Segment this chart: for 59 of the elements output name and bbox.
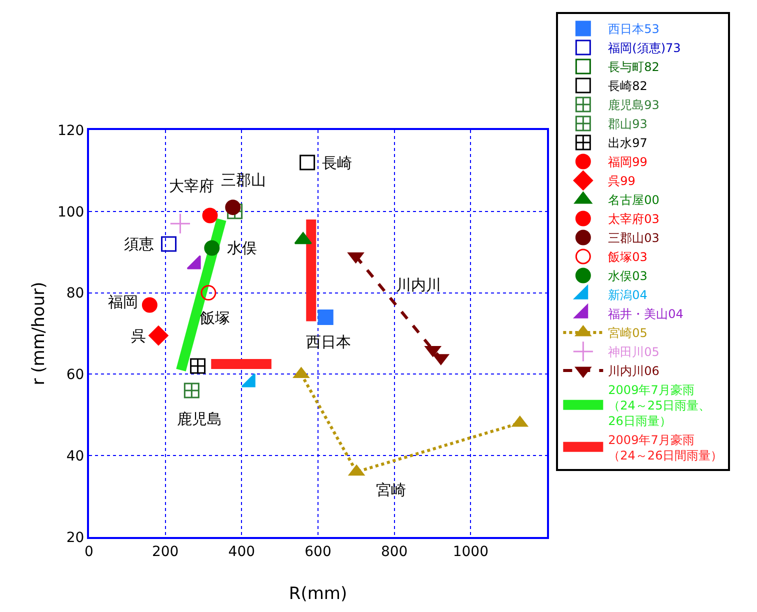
- legend-label: 福岡(須恵)73: [608, 41, 681, 56]
- annotation: 水俣: [227, 239, 257, 257]
- annotation: 福岡: [108, 293, 138, 311]
- legend-label: 郡山93: [608, 117, 648, 132]
- legend-label: 飯塚03: [608, 250, 648, 264]
- point: [318, 309, 334, 325]
- x-tick-label: 0: [84, 544, 94, 560]
- legend-label: 神田川05: [608, 345, 660, 360]
- legend-label: 呉99: [608, 174, 636, 188]
- annotation: 川内川: [396, 276, 441, 294]
- point: [300, 154, 316, 170]
- point: [204, 240, 220, 256]
- legend-label: 福岡99: [608, 155, 648, 170]
- annotation: 長崎: [322, 154, 352, 172]
- y-tick-label: 60: [66, 367, 84, 384]
- legend-label: 2009年7月豪雨（24～26日間雨量）: [608, 432, 723, 462]
- point: [184, 382, 200, 398]
- annotation: 西日本: [306, 333, 351, 351]
- legend-label: 長崎82: [608, 79, 648, 94]
- legend-label: 太宰府03: [608, 212, 660, 226]
- x-tick-label: 400: [228, 544, 256, 560]
- point: [148, 326, 168, 346]
- x-axis-title: R(mm): [288, 584, 348, 604]
- legend-label: 三郡山03: [608, 231, 660, 246]
- point: [225, 200, 241, 216]
- y-tick-label: 120: [57, 122, 84, 139]
- annotation: 須恵: [124, 235, 154, 253]
- point: [142, 297, 158, 313]
- annotation: 大宰府: [169, 177, 214, 195]
- annotation: 飯塚: [200, 309, 230, 327]
- legend-label: 2009年7月豪雨（24～25日雨量、26日雨量）: [608, 382, 711, 428]
- point: [161, 236, 177, 252]
- y-tick-label: 80: [66, 286, 84, 302]
- y-tick-label: 20: [66, 530, 84, 546]
- y-tick-label: 40: [66, 448, 84, 464]
- y-tick-label: 100: [57, 204, 84, 220]
- legend-label: 川内川06: [608, 364, 660, 378]
- point: [200, 285, 216, 301]
- legend-label: 長与町82: [608, 60, 660, 74]
- x-tick-label: 200: [152, 544, 179, 560]
- x-tick-label: 600: [304, 544, 332, 560]
- legend-label: 鹿児島93: [608, 98, 660, 112]
- legend-label: 宮崎05: [608, 326, 648, 340]
- annotation: 呉: [131, 327, 146, 345]
- point: [170, 213, 191, 234]
- annotation: 宮崎: [376, 481, 406, 499]
- legend-label: 福井・美山04: [608, 307, 684, 322]
- point: [190, 358, 206, 374]
- legend-label: 新潟04: [608, 288, 648, 302]
- y-axis-title: r (mm/hour): [29, 282, 49, 386]
- legend-label: 名古屋00: [608, 193, 660, 208]
- legend-label: 水俣03: [608, 269, 648, 284]
- annotation: 三郡山: [221, 171, 266, 189]
- x-tick-label: 800: [380, 544, 408, 560]
- annotation: 鹿児島: [177, 410, 222, 428]
- legend-label: 出水97: [608, 136, 648, 150]
- x-tick-label: 1000: [452, 544, 488, 560]
- legend-label: 西日本53: [608, 22, 660, 36]
- point: [202, 208, 218, 224]
